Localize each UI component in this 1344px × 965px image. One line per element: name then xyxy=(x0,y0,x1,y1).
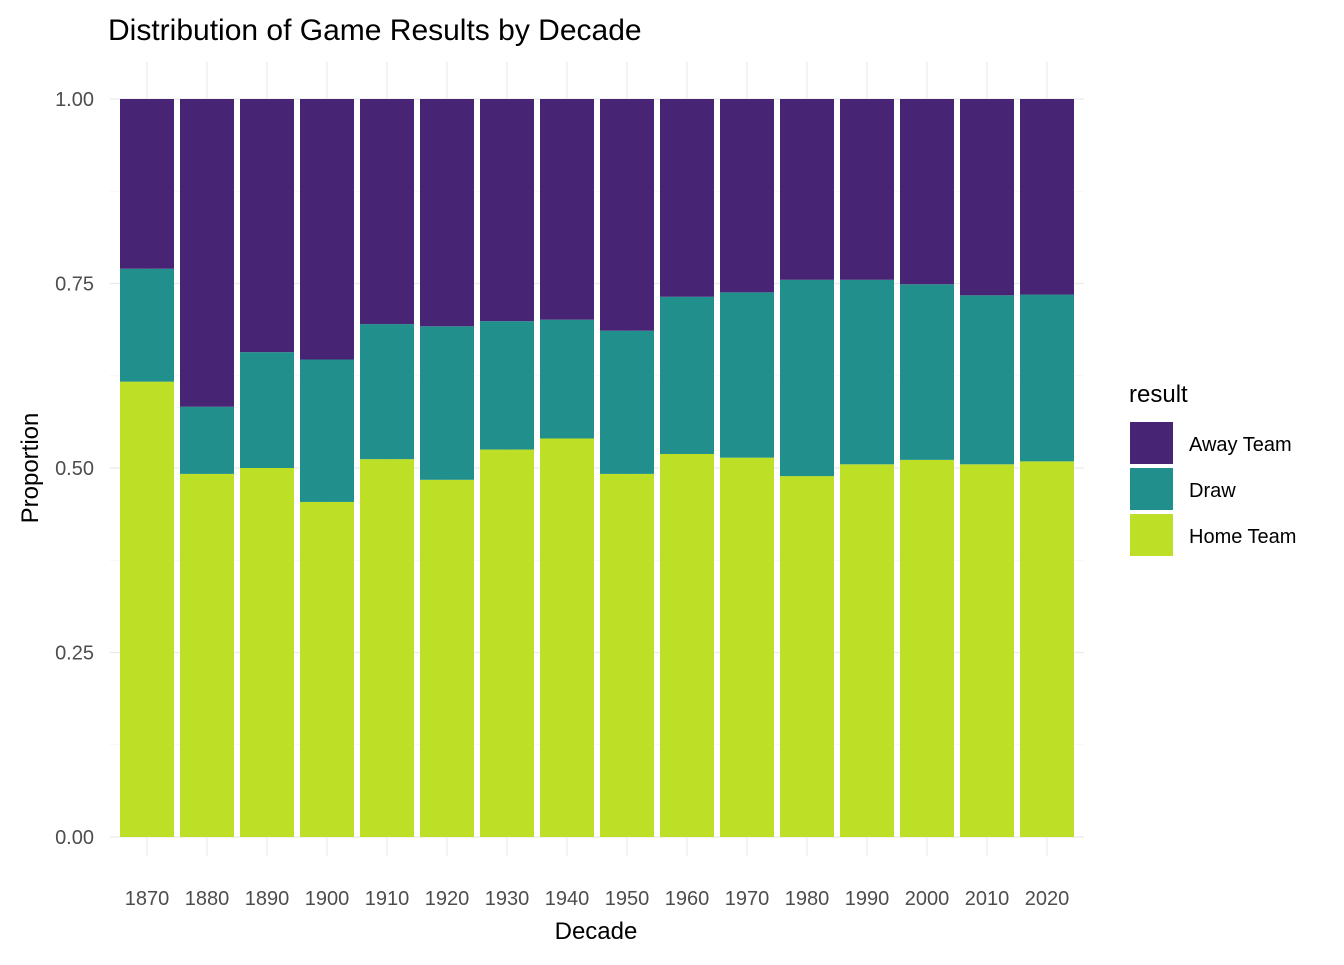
x-tick-label: 1970 xyxy=(725,888,770,910)
x-axis-ticks: 1870 1880 1890 1900 1910 1920 1930 1940 1950 1960… xyxy=(125,888,1070,910)
bar-draw-2020 xyxy=(1020,294,1074,462)
bar-away-team-2000 xyxy=(900,99,954,285)
bar-draw-1900 xyxy=(300,359,354,502)
legend-swatch-away-team xyxy=(1130,422,1173,464)
legend-label-draw: Draw xyxy=(1189,480,1236,502)
y-tick-label: 0.75 xyxy=(55,274,94,296)
bar-draw-1880 xyxy=(180,406,234,474)
x-tick-label: 1930 xyxy=(485,888,530,910)
bar-draw-2010 xyxy=(960,295,1014,465)
bar-home-team-1970 xyxy=(720,457,774,837)
chart-title: Distribution of Game Results by Decade xyxy=(108,14,642,47)
bar-draw-1970 xyxy=(720,292,774,458)
x-tick-label: 1910 xyxy=(365,888,410,910)
bar-home-team-1940 xyxy=(540,438,594,837)
legend-title: result xyxy=(1129,381,1188,408)
bar-draw-1870 xyxy=(120,268,174,382)
bar-draw-1930 xyxy=(480,321,534,450)
bar-draw-1980 xyxy=(780,279,834,477)
bar-home-team-1960 xyxy=(660,453,714,837)
bar-away-team-1960 xyxy=(660,99,714,297)
bar-draw-1890 xyxy=(240,352,294,468)
bar-away-team-1930 xyxy=(480,99,534,322)
bar-home-team-1930 xyxy=(480,449,534,837)
x-tick-label: 1960 xyxy=(665,888,710,910)
legend-swatch-draw xyxy=(1130,468,1173,510)
bar-away-team-1880 xyxy=(180,99,234,407)
bars xyxy=(120,99,1074,837)
bar-away-team-1970 xyxy=(720,99,774,293)
bar-home-team-1880 xyxy=(180,473,234,837)
bar-home-team-2010 xyxy=(960,464,1014,837)
x-tick-label: 2020 xyxy=(1025,888,1070,910)
bar-home-team-1920 xyxy=(420,479,474,837)
x-tick-label: 1890 xyxy=(245,888,290,910)
bar-away-team-1990 xyxy=(840,99,894,280)
bar-home-team-1910 xyxy=(360,459,414,837)
bar-away-team-1920 xyxy=(420,99,474,327)
bar-draw-1920 xyxy=(420,326,474,480)
bar-home-team-1890 xyxy=(240,468,294,837)
y-tick-label: 0.25 xyxy=(55,643,94,665)
x-tick-label: 1870 xyxy=(125,888,170,910)
legend: result Away Team Draw Home Team xyxy=(1129,381,1296,556)
y-tick-label: 0.00 xyxy=(55,827,94,849)
bar-home-team-1980 xyxy=(780,476,834,837)
x-axis-title: Decade xyxy=(555,918,638,945)
bar-draw-1990 xyxy=(840,279,894,465)
bar-away-team-1870 xyxy=(120,99,174,269)
bar-draw-1960 xyxy=(660,296,714,454)
bar-away-team-1890 xyxy=(240,99,294,353)
y-axis-title: Proportion xyxy=(17,413,44,524)
bar-away-team-1980 xyxy=(780,99,834,280)
bar-draw-2000 xyxy=(900,284,954,460)
bar-away-team-2020 xyxy=(1020,99,1074,295)
bar-home-team-1950 xyxy=(600,473,654,837)
bar-home-team-2020 xyxy=(1020,461,1074,837)
x-tick-label: 1920 xyxy=(425,888,470,910)
legend-swatch-home-team xyxy=(1130,514,1173,556)
bar-draw-1940 xyxy=(540,319,594,439)
bar-home-team-1990 xyxy=(840,464,894,837)
x-tick-label: 1980 xyxy=(785,888,830,910)
bar-draw-1950 xyxy=(600,330,654,474)
bar-away-team-1940 xyxy=(540,99,594,320)
x-tick-label: 1880 xyxy=(185,888,230,910)
x-tick-label: 1900 xyxy=(305,888,350,910)
x-tick-label: 1940 xyxy=(545,888,590,910)
bar-home-team-1870 xyxy=(120,381,174,837)
bar-away-team-1900 xyxy=(300,99,354,360)
bar-home-team-1900 xyxy=(300,501,354,837)
y-tick-label: 0.50 xyxy=(55,458,94,480)
x-tick-label: 2000 xyxy=(905,888,950,910)
y-axis-ticks: 0.00 0.25 0.50 0.75 1.00 xyxy=(55,89,94,849)
x-tick-label: 2010 xyxy=(965,888,1010,910)
x-tick-label: 1950 xyxy=(605,888,650,910)
x-tick-label: 1990 xyxy=(845,888,890,910)
bar-home-team-2000 xyxy=(900,459,954,837)
bar-away-team-1910 xyxy=(360,99,414,325)
legend-label-home-team: Home Team xyxy=(1189,526,1296,548)
bar-draw-1910 xyxy=(360,324,414,460)
y-tick-label: 1.00 xyxy=(55,89,94,111)
legend-items: Away Team Draw Home Team xyxy=(1130,422,1296,556)
legend-label-away-team: Away Team xyxy=(1189,434,1292,456)
bar-away-team-1950 xyxy=(600,99,654,331)
bar-away-team-2010 xyxy=(960,99,1014,296)
